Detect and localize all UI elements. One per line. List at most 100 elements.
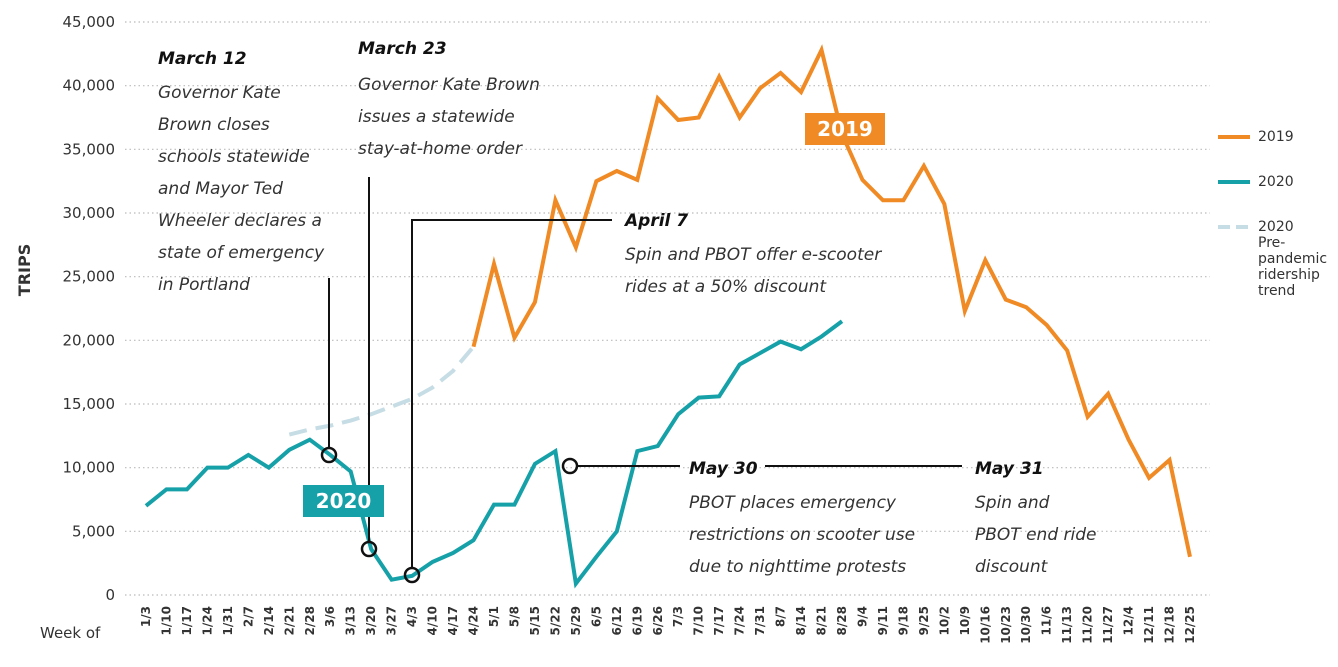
- x-tick-label: 10/2: [937, 606, 951, 635]
- x-tick-label: 8/7: [774, 606, 788, 627]
- annotation-text: PBOT places emergency: [689, 493, 897, 513]
- x-tick-label: 1/31: [221, 606, 235, 635]
- x-axis-label: Week of: [40, 624, 101, 642]
- annotation-text: PBOT end ride: [975, 525, 1096, 545]
- x-tick-label: 10/23: [999, 606, 1013, 644]
- x-tick-label: 3/13: [344, 606, 358, 635]
- annotation-text: restrictions on scooter use: [689, 525, 915, 545]
- annotation-title: March 12: [158, 49, 247, 69]
- annotation-text: discount: [975, 557, 1049, 577]
- annotation-marker: [360, 540, 378, 558]
- x-tick-label: 6/5: [589, 606, 603, 627]
- series-line: [144, 319, 844, 589]
- annotation-text: Governor Kate: [158, 83, 281, 103]
- x-tick-label: 5/15: [528, 606, 542, 635]
- x-tick-label: 8/28: [835, 606, 849, 635]
- y-tick-label: 40,000: [63, 77, 116, 95]
- x-tick-label: 6/26: [651, 606, 665, 635]
- x-tick-label: 12/4: [1122, 606, 1136, 635]
- series-line: [288, 345, 476, 437]
- x-tick-label: 10/16: [978, 606, 992, 644]
- annotation-title: March 23: [358, 39, 447, 59]
- annotation-title: May 30: [689, 459, 758, 479]
- annotation-marker: [320, 446, 338, 464]
- series-label: 2020: [316, 489, 372, 513]
- x-tick-label: 4/10: [426, 606, 440, 635]
- y-axis-label: TRIPS: [15, 244, 34, 296]
- annotation-text: Spin and: [975, 493, 1050, 513]
- annotation-leaders: [328, 177, 962, 568]
- series-label: 2019: [817, 117, 873, 141]
- annotation-title: April 7: [623, 211, 688, 231]
- annotation-text: rides at a 50% discount: [625, 277, 827, 297]
- annotation-text: Spin and PBOT offer e-scooter: [625, 245, 882, 265]
- x-tick-label: 8/14: [794, 606, 808, 635]
- annotation-text: state of emergency: [158, 243, 325, 263]
- series-line: [471, 44, 1192, 558]
- annotation-text: issues a statewide: [358, 107, 515, 127]
- x-tick-label: 3/6: [323, 606, 337, 627]
- x-tick-label: 5/8: [507, 606, 521, 627]
- x-tick-label: 7/3: [671, 606, 685, 627]
- y-tick-label: 0: [105, 586, 115, 604]
- legend-label: 2020 Pre-pandemic ridership trend: [1258, 219, 1328, 299]
- x-tick-label: 8/21: [815, 606, 829, 635]
- x-tick-label: 7/17: [712, 606, 726, 635]
- x-tick-label: 2/14: [262, 606, 276, 635]
- annotation-text: due to nighttime protests: [689, 557, 906, 577]
- y-tick-label: 30,000: [63, 204, 116, 222]
- x-tick-label: 11/6: [1040, 606, 1054, 635]
- x-tick-label: 9/25: [917, 606, 931, 635]
- x-tick-label: 5/1: [487, 606, 501, 627]
- annotation-text: Brown closes: [158, 115, 270, 135]
- y-tick-label: 5,000: [72, 522, 115, 540]
- x-tick-label: 4/24: [467, 606, 481, 635]
- x-tick-label: 9/4: [855, 606, 869, 627]
- annotation-marker: [403, 566, 421, 584]
- x-tick-label: 10/9: [958, 606, 972, 635]
- x-tick-label: 1/17: [180, 606, 194, 635]
- x-tick-label: 1/24: [200, 606, 214, 635]
- x-tick-label: 11/27: [1101, 606, 1115, 644]
- x-tick-label: 6/12: [610, 606, 624, 635]
- annotation-text: and Mayor Ted: [158, 179, 283, 199]
- x-tick-label: 3/27: [385, 606, 399, 635]
- x-tick-label: 12/25: [1183, 606, 1197, 644]
- x-tick-label: 2/7: [241, 606, 255, 627]
- x-tick-label: 3/20: [364, 606, 378, 635]
- legend-label: 2019: [1258, 129, 1294, 145]
- series-label-box: [805, 113, 885, 145]
- x-tick-label: 6/19: [630, 606, 644, 635]
- x-tick-label: 4/17: [446, 606, 460, 635]
- annotation-text: Governor Kate Brown: [358, 75, 540, 95]
- annotation-title: May 31: [975, 459, 1044, 479]
- annotation-text: stay-at-home order: [358, 139, 523, 159]
- y-tick-label: 15,000: [63, 395, 116, 413]
- x-tick-label: 5/22: [548, 606, 562, 635]
- x-tick-label: 1/3: [139, 606, 153, 627]
- x-tick-label: 10/30: [1019, 606, 1033, 644]
- annotation-text: schools statewide: [158, 147, 310, 167]
- x-tick-label: 12/11: [1142, 606, 1156, 644]
- annotation-marker: [561, 457, 579, 475]
- leader: [411, 219, 612, 568]
- annotation-text: in Portland: [158, 275, 250, 295]
- x-tick-label: 7/31: [753, 606, 767, 635]
- x-tick-label: 9/18: [896, 606, 910, 635]
- y-tick-label: 10,000: [63, 459, 116, 477]
- x-tick-label: 2/28: [303, 606, 317, 635]
- series-label-box: [303, 485, 384, 517]
- y-tick-label: 45,000: [63, 13, 116, 31]
- annotation-text: Wheeler declares a: [158, 211, 322, 231]
- x-tick-label: 1/10: [159, 606, 173, 635]
- x-tick-label: 7/10: [692, 606, 706, 635]
- legend-label: 2020: [1258, 174, 1294, 190]
- x-tick-label: 11/13: [1060, 606, 1074, 644]
- x-tick-label: 12/18: [1163, 606, 1177, 644]
- y-tick-label: 20,000: [63, 331, 116, 349]
- y-tick-label: 35,000: [63, 140, 116, 158]
- x-tick-label: 7/24: [733, 606, 747, 635]
- x-tick-label: 5/29: [569, 606, 583, 635]
